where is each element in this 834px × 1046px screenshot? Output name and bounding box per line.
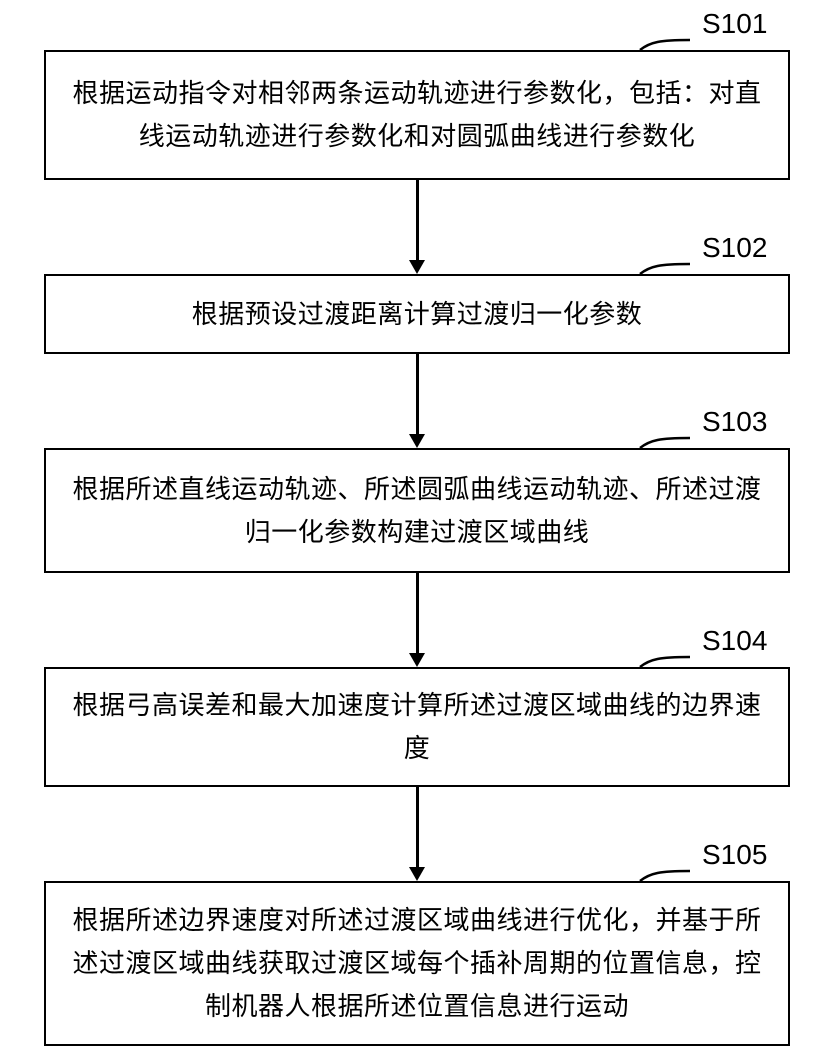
step-box-s105: 根据所述边界速度对所述过渡区域曲线进行优化，并基于所述过渡区域曲线获取过渡区域每… — [44, 881, 790, 1046]
callout-s105 — [0, 0, 834, 900]
step-text-s105: 根据所述边界速度对所述过渡区域曲线进行优化，并基于所述过渡区域曲线获取过渡区域每… — [71, 899, 763, 1028]
step-label-s105: S105 — [702, 839, 767, 871]
flowchart-container: 根据运动指令对相邻两条运动轨迹进行参数化，包括：对直线运动轨迹进行参数化和对圆弧… — [0, 0, 834, 1000]
